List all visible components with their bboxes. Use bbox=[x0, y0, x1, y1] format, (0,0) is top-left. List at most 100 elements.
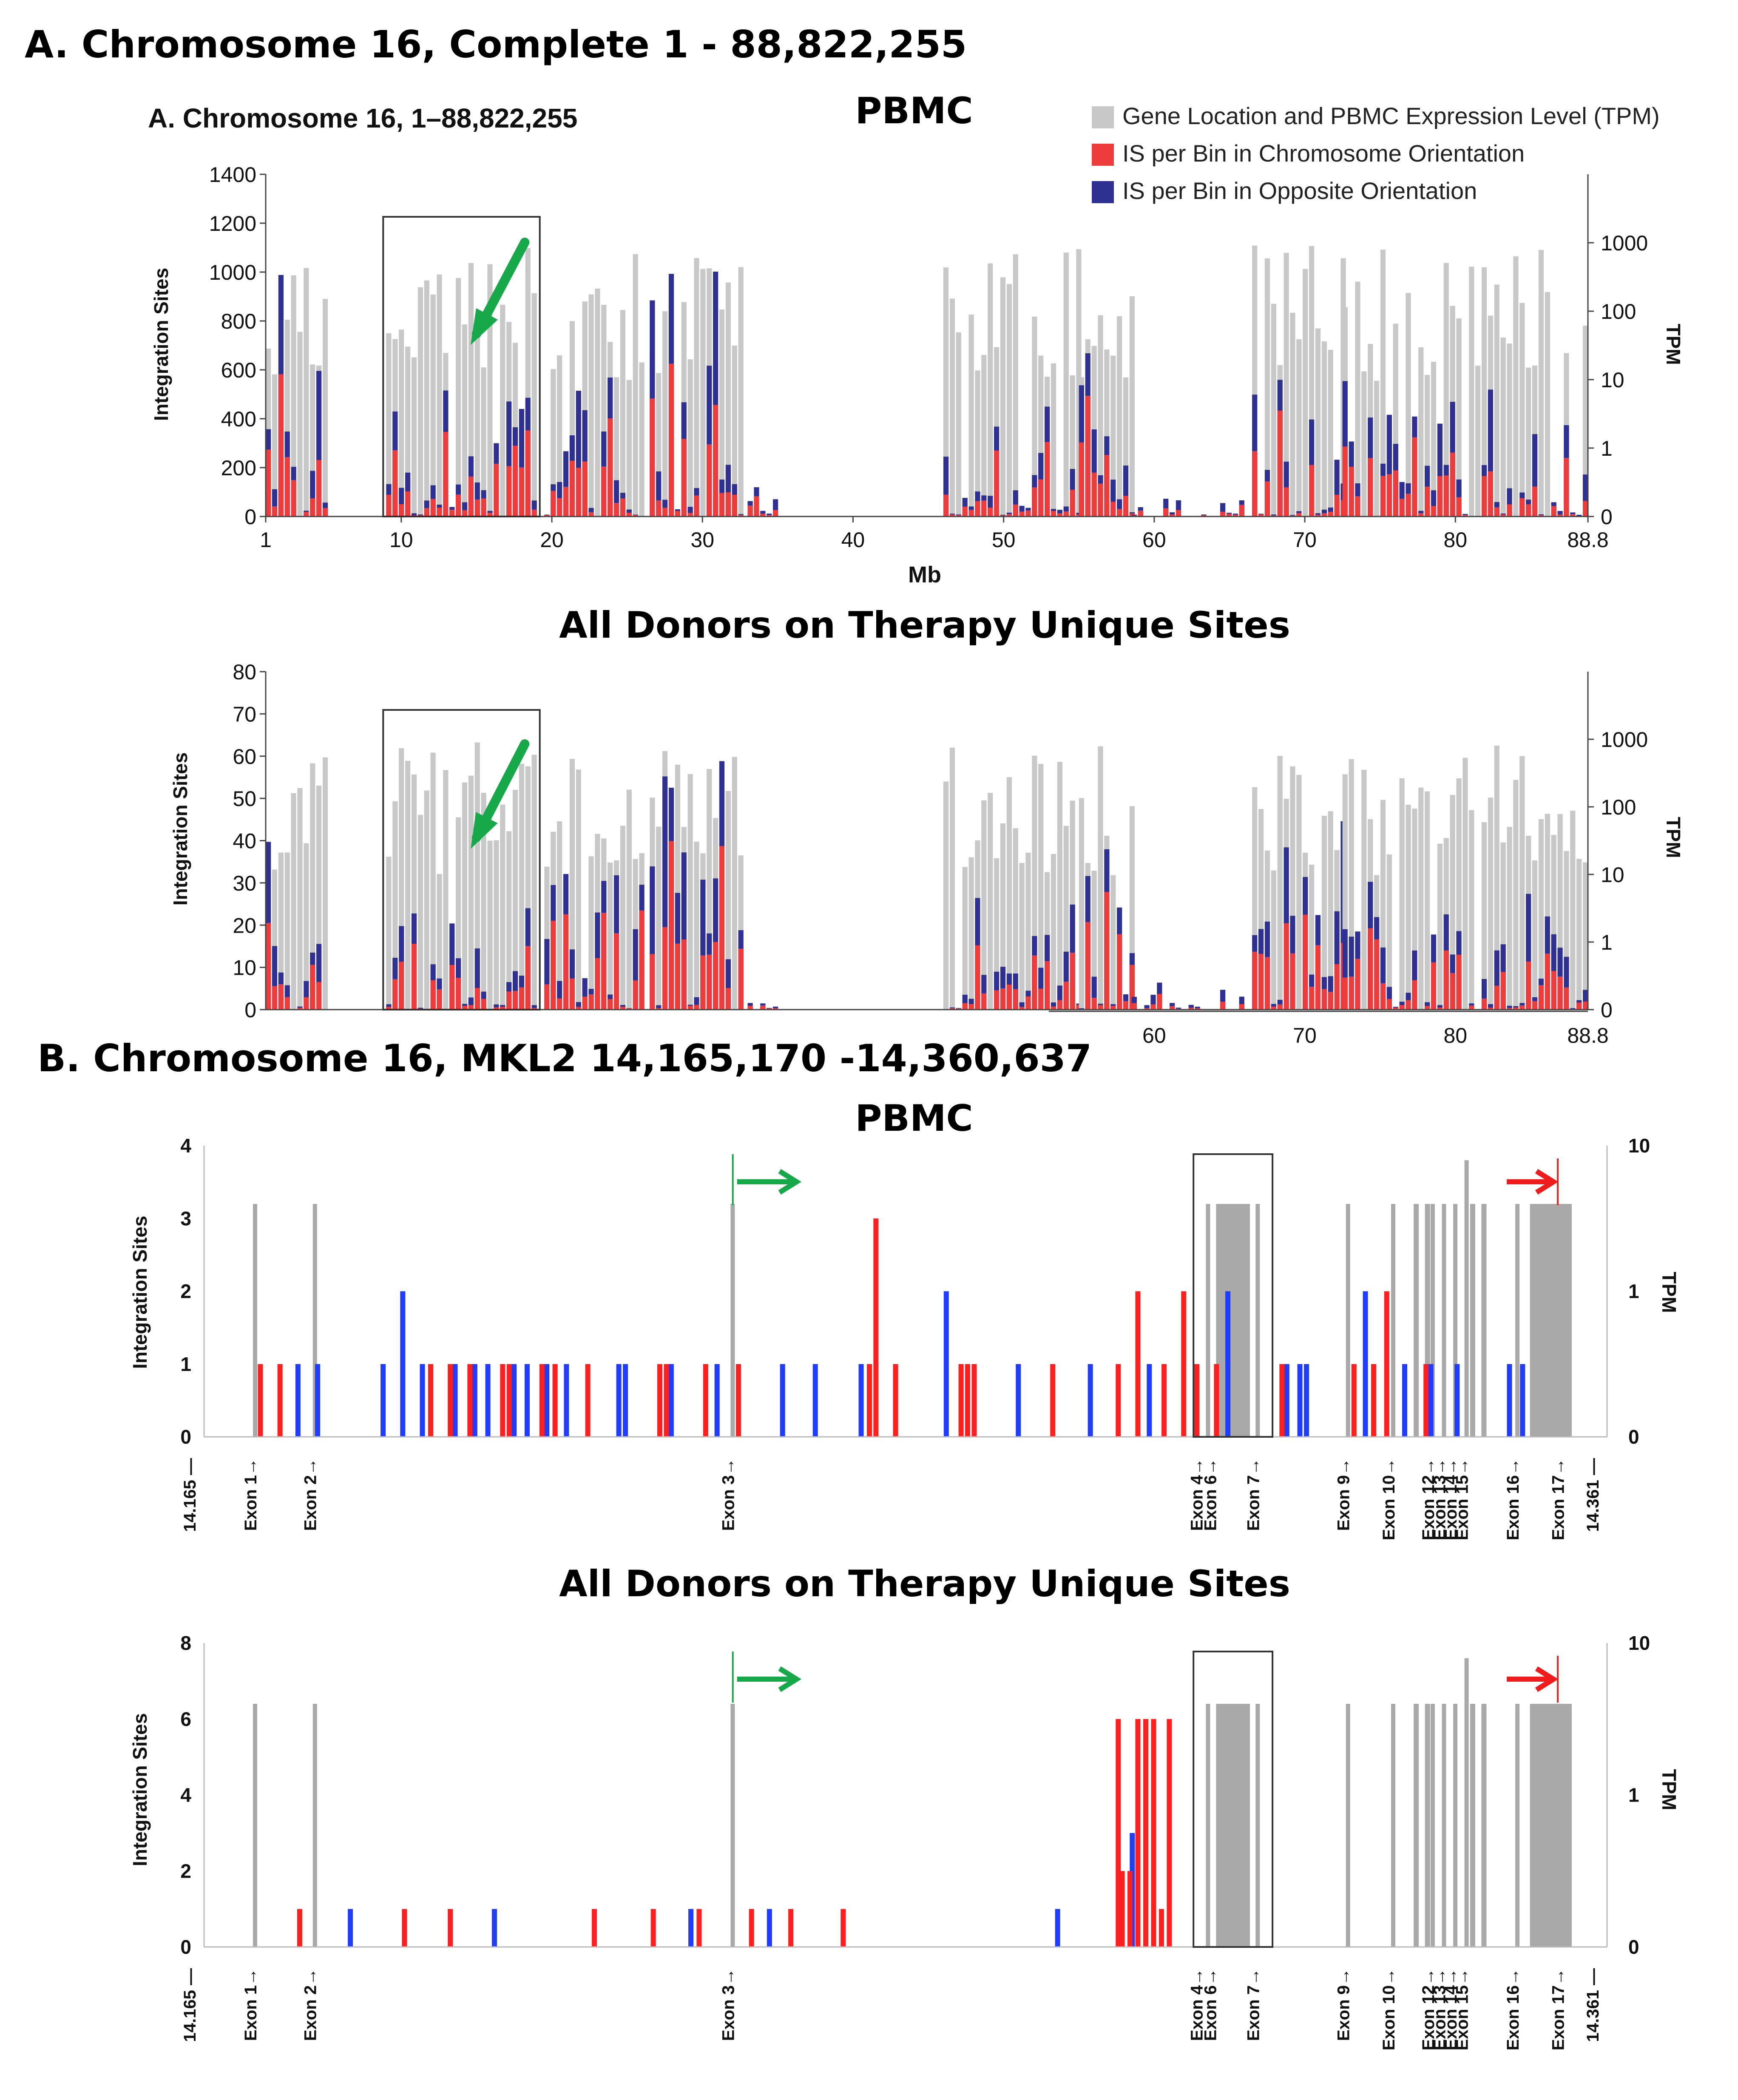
is-bar-chromosome bbox=[633, 980, 638, 1010]
y-tick-label: 6 bbox=[180, 1708, 191, 1730]
is-bar-chromosome bbox=[1321, 989, 1327, 1010]
is-bar-opposite bbox=[1169, 512, 1175, 516]
site-bar-red bbox=[277, 1364, 283, 1437]
gene-bar bbox=[1117, 316, 1122, 516]
gene-bar bbox=[962, 867, 968, 1010]
gene-bar bbox=[1425, 791, 1430, 1010]
is-bar-chromosome bbox=[506, 466, 512, 516]
is-bar-chromosome bbox=[620, 1007, 626, 1010]
gene-bar bbox=[1025, 852, 1031, 1010]
is-bar-chromosome bbox=[1309, 987, 1315, 1010]
gene-bar bbox=[291, 275, 296, 516]
exon-label: Exon 17→ bbox=[1549, 1458, 1568, 1540]
is-bar-opposite bbox=[1437, 1005, 1443, 1010]
is-bar-chromosome bbox=[456, 494, 461, 516]
exon-label: Exon 17→ bbox=[1549, 1968, 1568, 2050]
site-bar-blue bbox=[564, 1364, 569, 1437]
tss-arrow-head bbox=[778, 1169, 801, 1195]
site-bar-red bbox=[1214, 1364, 1219, 1437]
exon-bar bbox=[1425, 1704, 1430, 1947]
gene-bar bbox=[1019, 863, 1025, 1010]
is-bar-chromosome bbox=[613, 933, 619, 1010]
is-bar-chromosome bbox=[1494, 985, 1499, 1010]
exon-bar bbox=[1470, 1204, 1475, 1437]
is-bar-chromosome bbox=[1290, 953, 1295, 1010]
is-bar-chromosome bbox=[1519, 1005, 1525, 1010]
is-bar-chromosome bbox=[1258, 514, 1264, 516]
y2-tick-label: 10 bbox=[1628, 1632, 1650, 1654]
y2-tick-label: 0 bbox=[1628, 1426, 1639, 1448]
site-bar-blue bbox=[623, 1364, 628, 1437]
site-bar-blue bbox=[472, 1364, 477, 1437]
gene-bar bbox=[1418, 347, 1424, 516]
gene-bar bbox=[687, 774, 693, 1010]
gene-bar bbox=[519, 763, 524, 1010]
is-bar-chromosome bbox=[494, 463, 499, 516]
is-bar-chromosome bbox=[1443, 475, 1449, 516]
region-box bbox=[382, 709, 541, 1010]
gene-bar bbox=[1271, 304, 1276, 516]
is-bar-chromosome bbox=[1425, 1006, 1430, 1010]
y-tick-label: 2 bbox=[180, 1860, 191, 1882]
is-bar-chromosome bbox=[1582, 1001, 1588, 1010]
is-bar-chromosome bbox=[487, 513, 493, 516]
gene-bar bbox=[417, 287, 423, 516]
is-bar-chromosome bbox=[1412, 980, 1417, 1010]
gene-bar bbox=[437, 274, 442, 516]
is-bar-chromosome bbox=[1545, 953, 1550, 1010]
annotation-arrow-head bbox=[471, 812, 498, 849]
is-bar-chromosome bbox=[1334, 494, 1340, 516]
is-bar-chromosome bbox=[620, 498, 626, 516]
exon-bar bbox=[730, 1704, 735, 1947]
is-bar-chromosome bbox=[1342, 977, 1348, 1010]
chart-b1-ylabel: Integration Sites bbox=[129, 1216, 151, 1369]
is-bar-chromosome bbox=[1110, 1005, 1116, 1010]
chart-b2-y2label: TPM bbox=[1658, 1769, 1680, 1810]
gene-bar bbox=[1098, 746, 1103, 1010]
is-bar-chromosome bbox=[1063, 981, 1069, 1010]
is-bar-chromosome bbox=[1431, 506, 1437, 516]
is-bar-chromosome bbox=[430, 980, 436, 1010]
is-bar-chromosome bbox=[1032, 955, 1037, 1010]
gene-bar bbox=[988, 263, 993, 516]
is-bar-chromosome bbox=[1104, 892, 1110, 1010]
is-bar-chromosome bbox=[1507, 504, 1512, 516]
x-end-label: 14.361 — bbox=[1584, 1968, 1602, 2042]
is-bar-chromosome bbox=[1169, 1006, 1175, 1010]
exon-bar bbox=[1255, 1204, 1260, 1437]
exon-bar bbox=[253, 1204, 257, 1437]
chart-b1-y2label: TPM bbox=[1658, 1271, 1680, 1313]
site-bar-blue bbox=[668, 1364, 674, 1437]
is-bar-chromosome bbox=[732, 494, 737, 516]
is-bar-chromosome bbox=[639, 910, 645, 1010]
is-bar-chromosome bbox=[1264, 481, 1270, 516]
is-bar-chromosome bbox=[713, 942, 718, 1010]
is-bar-chromosome bbox=[386, 494, 392, 516]
gene-bar bbox=[1013, 254, 1018, 516]
is-bar-chromosome bbox=[576, 1007, 581, 1010]
gene-bar bbox=[656, 826, 662, 1010]
gene-bar bbox=[569, 759, 575, 1010]
site-bar-blue bbox=[400, 1291, 406, 1437]
site-bar-blue bbox=[1088, 1364, 1093, 1437]
y-tick-label: 0 bbox=[244, 998, 256, 1022]
x-tick-label: 80 bbox=[1443, 1024, 1467, 1047]
site-bar-blue bbox=[1147, 1364, 1152, 1437]
x-tick-label: 70 bbox=[1293, 528, 1317, 552]
chart-a1-title: PBMC bbox=[855, 90, 973, 132]
is-bar-chromosome bbox=[662, 508, 668, 516]
is-bar-chromosome bbox=[1463, 515, 1468, 516]
is-bar-chromosome bbox=[1450, 452, 1455, 516]
is-bar-chromosome bbox=[707, 954, 712, 1010]
gene-bar bbox=[1463, 758, 1468, 1010]
y2-tick-label: 100 bbox=[1601, 795, 1636, 819]
chart-a2-plot: 0 10 20 30 40 50 60 70 80 0 1 10 100 1000 60 70 80 88.8 bbox=[233, 660, 1648, 1047]
is-bar-chromosome bbox=[1538, 515, 1544, 516]
gene-bar bbox=[284, 852, 290, 1010]
is-bar-chromosome bbox=[994, 990, 1000, 1010]
is-bar-chromosome bbox=[297, 1007, 303, 1010]
gene-bar bbox=[304, 268, 309, 516]
gene-bar bbox=[557, 821, 562, 1010]
is-bar-chromosome bbox=[1551, 506, 1556, 516]
